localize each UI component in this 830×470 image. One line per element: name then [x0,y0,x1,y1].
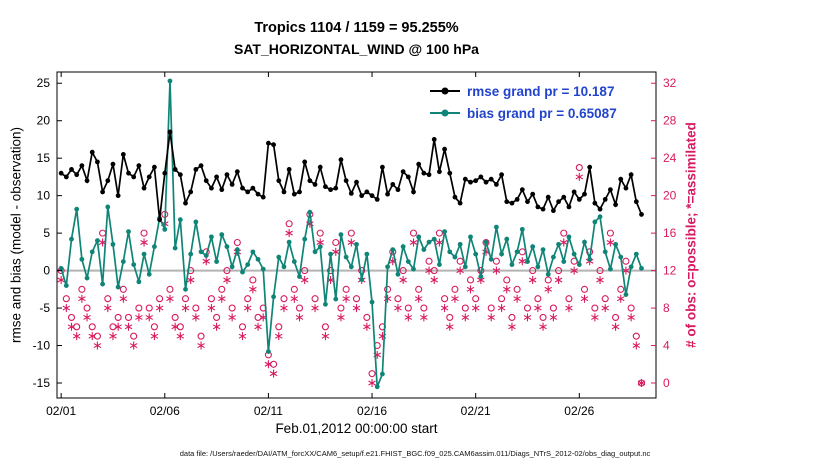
x-tick-label: 02/01 [46,404,76,418]
right-tick-label: 24 [663,151,677,165]
x-axis-label: Feb.01,2012 00:00:00 start [275,421,438,436]
chart-subtitle: SAT_HORIZONTAL_WIND @ 100 hPa [234,41,479,57]
legend-row-rmse: rmse grand pr = 10.187 [430,80,617,102]
rmse-marker-icon [441,87,449,95]
data-file-caption: data file: /Users/raeder/DAI/ATM_forcXX/… [179,449,651,458]
bias-marker-icon [441,109,449,117]
left-tick-label: -10 [33,339,51,353]
right-tick-label: 16 [663,226,677,240]
x-tick-label: 02/21 [461,404,491,418]
x-tick-label: 02/26 [564,404,594,418]
x-tick-label: 02/06 [150,404,180,418]
chart-title: Tropics 1104 / 1159 = 95.255% [254,20,459,36]
left-tick-label: 5 [43,226,50,240]
left-tick-label: 20 [37,114,51,128]
right-tick-label: 8 [663,301,670,315]
left-axis-label: rmse and bias (model - observation) [8,126,24,344]
axes-frame [56,71,657,399]
left-tick-label: -15 [33,376,51,390]
legend-label-rmse: rmse grand pr = 10.187 [467,83,615,99]
right-tick-label: 20 [663,189,677,203]
right-tick-label: 0 [663,376,670,390]
right-tick-label: 32 [663,76,677,90]
obs-assimilated-markers [57,172,646,388]
left-tick-label: -5 [39,301,50,315]
obs-possible-markers [57,164,646,387]
rmse-line-sample [430,87,460,95]
rmse-line [58,129,644,223]
legend-row-bias: bias grand pr = 0.65087 [430,102,617,124]
left-tick-label: 0 [43,264,50,278]
left-tick-label: 15 [37,151,51,165]
x-tick-label: 02/11 [254,404,283,418]
legend-label-bias: bias grand pr = 0.65087 [467,105,617,121]
right-axis-label: # of obs: o=possible; *=assimilated [683,122,699,348]
legend: rmse grand pr = 10.187 bias grand pr = 0… [430,80,617,124]
left-tick-label: 25 [37,76,51,90]
right-tick-label: 4 [663,339,670,353]
right-tick-label: 12 [663,264,677,278]
bias-line-sample [430,109,460,117]
right-tick-label: 28 [663,114,677,128]
left-tick-label: 10 [37,189,51,203]
x-tick-label: 02/16 [357,404,387,418]
